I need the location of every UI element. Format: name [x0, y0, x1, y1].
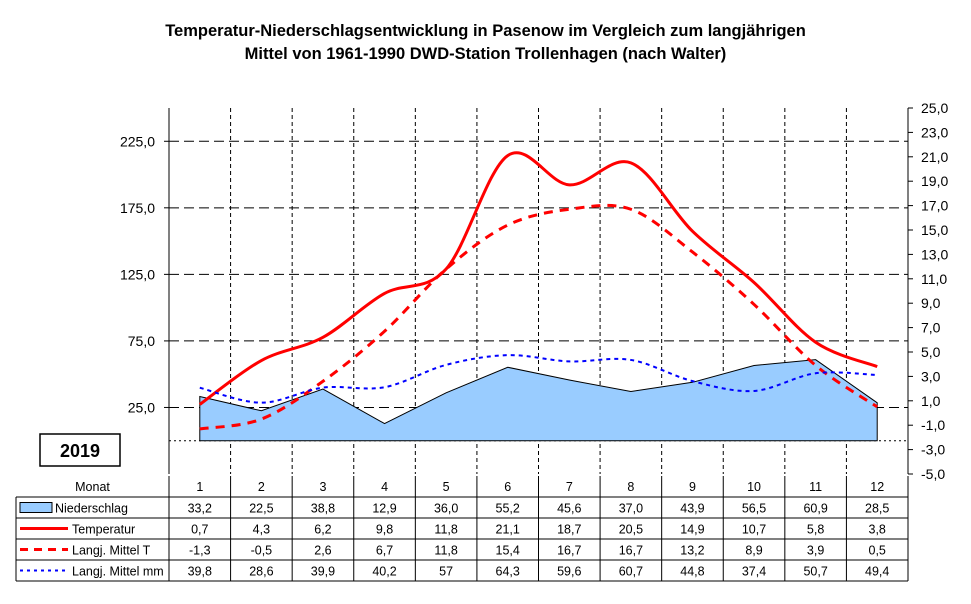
table-cell-value: 38,8 [311, 502, 335, 516]
tick-label-right: 3,0 [921, 368, 941, 384]
table-cell-value: 37,0 [619, 502, 643, 516]
table-cell-value: 49,4 [865, 565, 889, 579]
table-header-monat: Monat [75, 480, 110, 494]
table-cell-value: 11,8 [434, 544, 457, 558]
tick-label-right: -1,0 [921, 417, 945, 433]
series-mittel-mm-line [199, 354, 878, 404]
legend-key-niederschlag [19, 502, 53, 513]
table-header-month: 3 [319, 480, 326, 494]
table-cell-value: 64,3 [496, 565, 520, 579]
tick-label-right: 5,0 [921, 344, 941, 360]
table-cell-value: 59,6 [557, 565, 581, 579]
tick-label-right: -5,0 [921, 466, 945, 482]
table-cell-value: 6,7 [376, 544, 393, 558]
table-cell-value: 44,8 [680, 565, 704, 579]
tick-label-right: 23,0 [921, 124, 948, 140]
table-cell-value: 3,8 [869, 523, 886, 537]
table-cell-value: 0,7 [191, 523, 208, 537]
table-cell-value: 60,7 [619, 565, 643, 579]
table-cell-value: 39,9 [311, 565, 335, 579]
table-cell-value: -1,3 [189, 544, 211, 558]
chart-title-line-2: Mittel von 1961-1990 DWD-Station Trollen… [244, 45, 727, 63]
tick-label-left: 225,0 [120, 133, 155, 149]
tick-label-right: 1,0 [921, 393, 941, 409]
table-header-month: 10 [747, 480, 761, 494]
tick-label-right: 19,0 [921, 173, 948, 189]
table-header-month: 4 [381, 480, 388, 494]
table-cell-value: 14,9 [680, 523, 704, 537]
table-cell-value: -0,5 [251, 544, 273, 558]
series-mittel-t-line [199, 203, 879, 431]
legend-label: Temperatur [72, 523, 135, 537]
table-cell-value: 50,7 [803, 565, 827, 579]
table-cell-value: 40,2 [372, 565, 396, 579]
table-header-month: 2 [258, 480, 265, 494]
table-cell-value: 60,9 [803, 502, 827, 516]
year-box [39, 433, 121, 467]
tick-label-right: -3,0 [921, 442, 945, 458]
tick-label-left: 175,0 [120, 200, 155, 216]
tick-label-left: 25,0 [128, 399, 155, 415]
table-cell-value: 15,4 [496, 544, 520, 558]
table-header-month: 7 [566, 480, 573, 494]
legend-label: Langj. Mittel mm [72, 565, 164, 579]
table-cell-value: 43,9 [680, 502, 704, 516]
tick-label-left: 125,0 [120, 266, 155, 282]
table-cell-value: 4,3 [253, 523, 270, 537]
table-cell-value: 37,4 [742, 565, 766, 579]
tick-label-right: 11,0 [921, 271, 947, 287]
chart-title: Temperatur-Niederschlagsentwicklung in P… [0, 20, 971, 66]
series-temperatur-line [198, 151, 878, 406]
table-cell-value: 33,2 [188, 502, 212, 516]
table-cell-value: 20,5 [619, 523, 643, 537]
table-cell-value: 12,9 [372, 502, 396, 516]
tick-label-right: 13,0 [921, 246, 948, 262]
table-cell-value: 13,2 [680, 544, 704, 558]
series-niederschlag-area [199, 359, 878, 442]
table-cell-value: 0,5 [869, 544, 886, 558]
table-cell-value: 10,7 [742, 523, 766, 537]
table-cell-value: 5,8 [807, 523, 824, 537]
table-cell-value: 21,1 [496, 523, 520, 537]
table-cell-value: 57 [439, 565, 453, 579]
legend-label: Niederschlag [55, 502, 128, 516]
table-cell-value: 8,9 [745, 544, 762, 558]
table-cell-value: 6,2 [314, 523, 331, 537]
table-cell-value: 56,5 [742, 502, 766, 516]
tick-label-right: 9,0 [921, 295, 941, 311]
table-cell-value: 28,5 [865, 502, 889, 516]
chart-title-line-1: Temperatur-Niederschlagsentwicklung in P… [165, 22, 806, 40]
table-header-month: 11 [809, 480, 822, 494]
table-header-month: 5 [443, 480, 450, 494]
table-cell-value: 3,9 [807, 544, 824, 558]
table-header-month: 1 [196, 480, 203, 494]
table-cell-value: 11,8 [434, 523, 457, 537]
tick-label-left: 75,0 [128, 333, 155, 349]
table-cell-value: 55,2 [496, 502, 520, 516]
table-cell-value: 45,6 [557, 502, 581, 516]
tick-label-right: 17,0 [921, 198, 948, 214]
table-header-month: 12 [870, 480, 884, 494]
table-cell-value: 2,6 [314, 544, 331, 558]
table-header-month: 6 [504, 480, 511, 494]
tick-label-right: 7,0 [921, 320, 941, 336]
legend-label: Langj. Mittel T [72, 544, 151, 558]
table-cell-value: 18,7 [557, 523, 581, 537]
table-cell-value: 22,5 [249, 502, 273, 516]
table-cell-value: 28,6 [249, 565, 273, 579]
table-cell-value: 36,0 [434, 502, 458, 516]
table-header-month: 8 [627, 480, 634, 494]
tick-label-right: 21,0 [921, 149, 948, 165]
table-cell-value: 16,7 [619, 544, 643, 558]
tick-label-right: 15,0 [921, 222, 948, 238]
table-header-month: 9 [689, 480, 696, 494]
table-cell-value: 16,7 [557, 544, 581, 558]
tick-label-right: 25,0 [921, 100, 948, 116]
table-cell-value: 9,8 [376, 523, 393, 537]
table-cell-value: 39,8 [188, 565, 212, 579]
year-label: 2019 [60, 441, 100, 461]
